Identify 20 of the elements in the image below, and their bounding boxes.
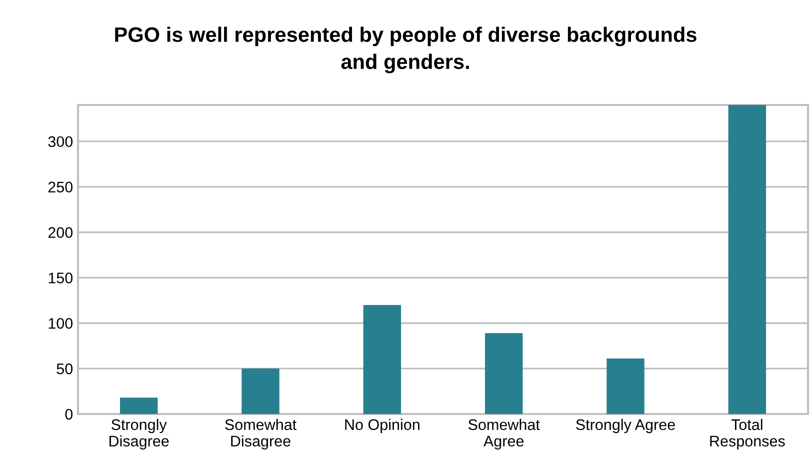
- x-tick-label: Strongly Agree: [576, 418, 675, 434]
- x-tick-label: Somewhat Agree: [468, 418, 540, 450]
- bar: [484, 333, 523, 414]
- y-tick-label: 150: [48, 272, 73, 284]
- y-tick-label: 250: [48, 182, 73, 192]
- y-tick-label: 50: [56, 363, 73, 374]
- x-tick-label: Total Responses: [710, 418, 785, 450]
- y-tick-label: 100: [48, 318, 73, 329]
- bar: [606, 358, 644, 414]
- x-tick-label: Somewhat Disagree: [225, 418, 296, 450]
- x-tick-label: No Opinion: [345, 418, 420, 434]
- chart-title: PGO is well represented by people of diverse backgrounds and genders.: [115, 26, 696, 74]
- y-tick-label: 300: [48, 136, 73, 148]
- y-tick-label: 200: [48, 227, 73, 238]
- bar: [242, 368, 280, 414]
- bar: [363, 304, 402, 414]
- x-tick-label: Strongly Disagree: [110, 418, 169, 450]
- bar: [728, 105, 766, 414]
- y-tick-label: 0: [65, 408, 73, 420]
- bar: [120, 398, 158, 414]
